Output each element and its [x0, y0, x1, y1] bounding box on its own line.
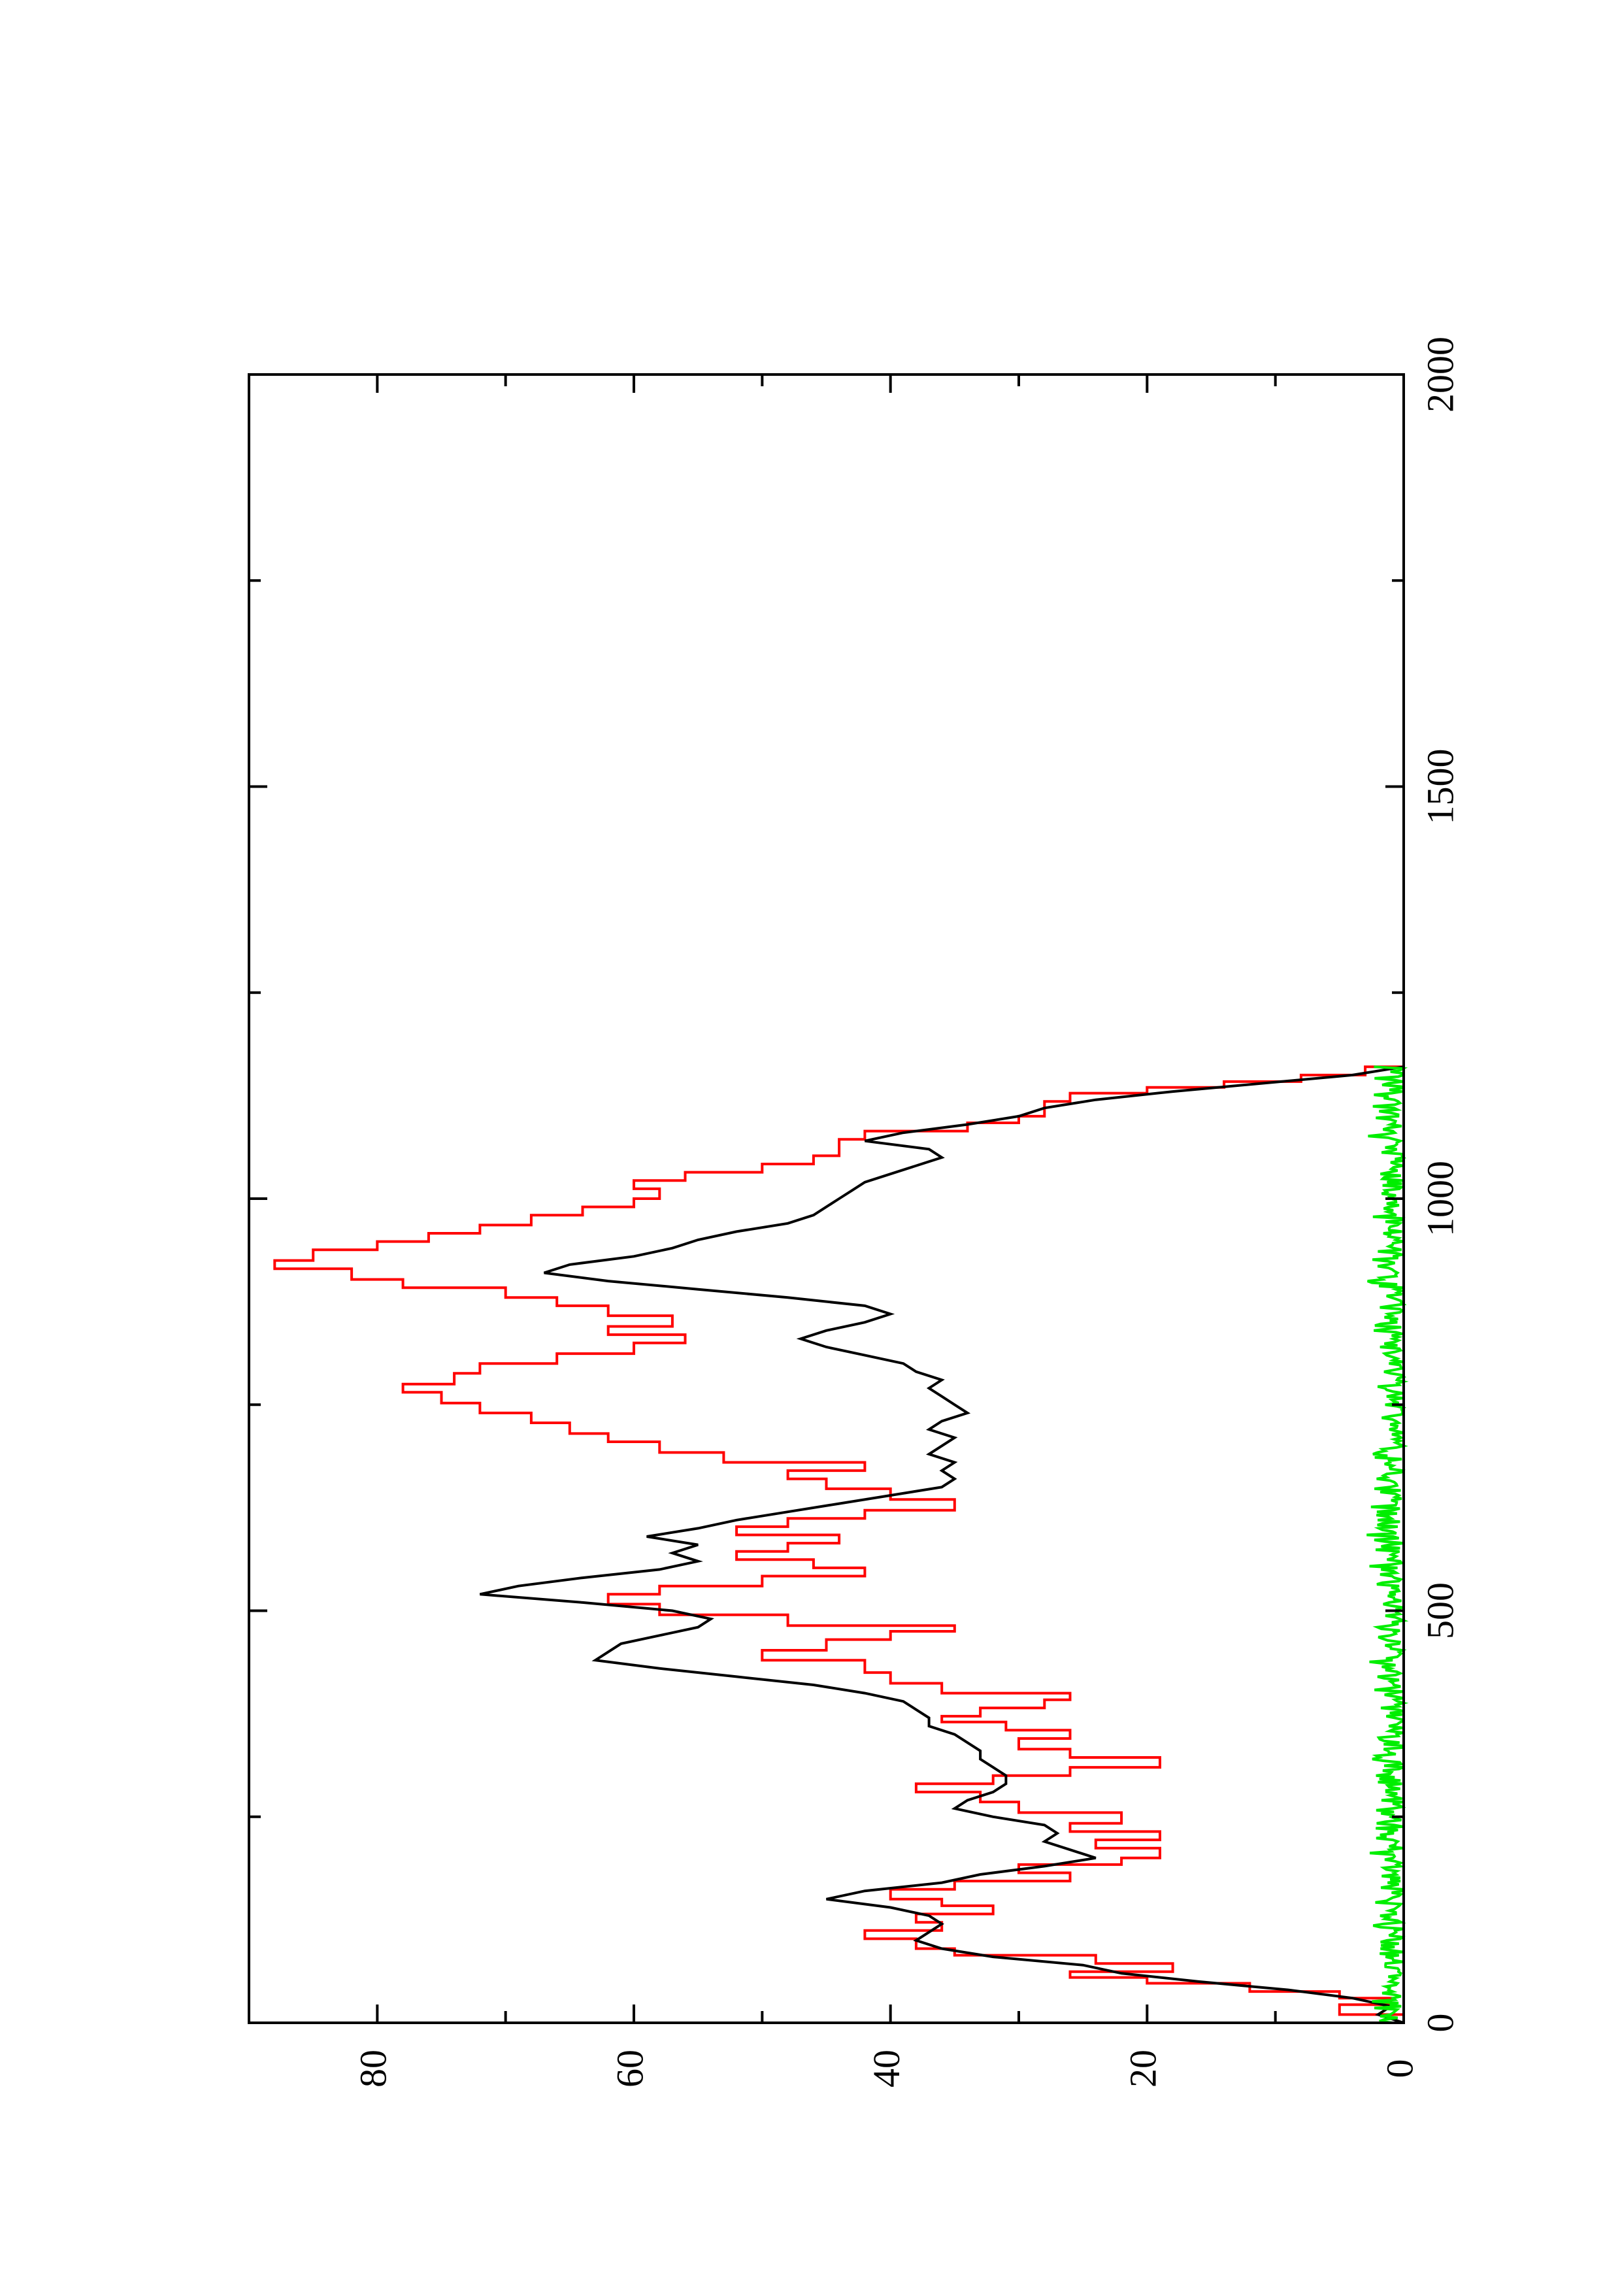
y-tick-label: 60 — [608, 2050, 651, 2088]
y-tick-label: 80 — [352, 2050, 395, 2088]
series-line-3 — [1366, 1065, 1409, 2024]
series-line-2 — [479, 1065, 1404, 2024]
x-tick-label: 0 — [1419, 2014, 1461, 2033]
x-tick-label: 1000 — [1419, 1161, 1461, 1237]
series-line-1 — [273, 1065, 1405, 2023]
y-tick-label: 40 — [865, 2050, 908, 2088]
plot-layer — [273, 1065, 1409, 2024]
x-tick-label: 500 — [1419, 1582, 1461, 1639]
label-layer: 0 500 1000 1500 2000 0 20 40 60 80 — [352, 337, 1462, 2088]
x-tick-label: 1500 — [1419, 749, 1461, 825]
y-tick-label: 0 — [1378, 2059, 1421, 2078]
y-tick-label: 20 — [1122, 2050, 1165, 2088]
x-tick-label: 2000 — [1419, 337, 1461, 412]
tick-layer — [249, 373, 1405, 2024]
